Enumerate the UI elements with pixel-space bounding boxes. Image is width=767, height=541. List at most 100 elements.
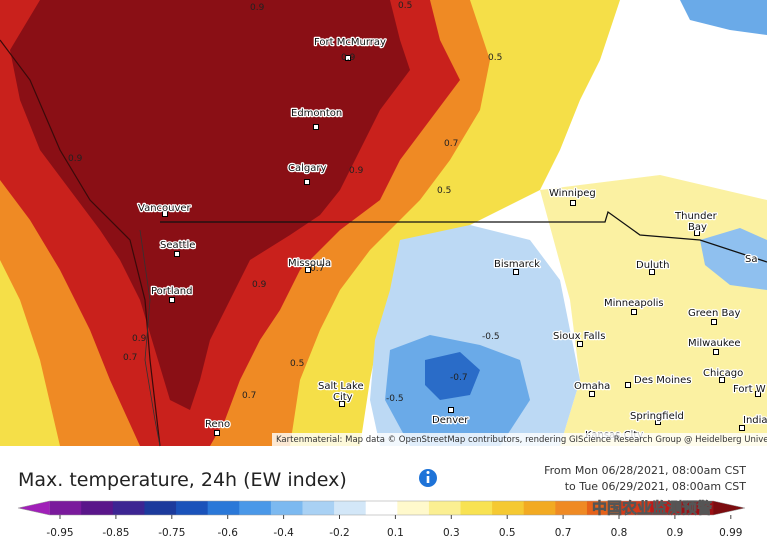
info-icon[interactable] [419,469,437,487]
contour-labels: 0.5 0.9 0.5 0.9 0.7 0.9 0.9 0.5 0.7 0.9 -0.5 0.9 0.7… [68,1,502,404]
city-marker [719,377,725,383]
legend-swatch [81,501,114,515]
legend-swatch [176,501,209,515]
contour-label: 0.7 [242,391,256,401]
border [160,210,767,263]
city-marker [713,349,719,355]
legend-swatch [650,501,683,515]
legend-swatch [681,501,714,515]
legend-swatch [207,501,240,515]
city-marker [174,251,180,257]
legend-label: -0.6 [217,527,238,539]
city-label: Salt Lake [318,381,364,392]
legend-swatch [334,501,367,515]
attribution-bg [272,433,767,446]
contour-label: 0.5 [290,359,304,369]
legend-label: 0.7 [555,527,572,539]
legend-swatch [144,501,177,515]
city-marker [339,401,345,407]
city-label: Denver [432,415,469,426]
city-marker [755,391,761,397]
city-marker [655,419,661,425]
legend-label: -0.2 [329,527,350,539]
city-label: Calgary [288,163,326,174]
region-darkred [10,0,410,410]
city-marker [631,309,637,315]
contour-label: -0.7 [450,373,468,383]
legend-label: 0.1 [387,527,404,539]
map: Fort McMurray Edmonton Calgary Vancouver Sea… [0,0,767,447]
city-marker [448,407,454,413]
city-marker [577,341,583,347]
city-marker [711,319,717,325]
title: Max. temperature, 24h (EW index) [18,469,347,491]
legend-swatch [365,501,398,515]
contour-label: 0.9 [252,280,267,290]
city-marker [513,269,519,275]
city-label: Milwaukee [688,338,741,349]
legend-label: 0.99 [719,527,742,539]
legend-arrow [713,501,745,515]
city-label: Thunder [674,211,718,222]
contour-label: 0.7 [310,264,324,274]
city-marker [649,269,655,275]
legend-label: -0.75 [158,527,185,539]
city-marker [313,124,319,130]
legend-swatch [270,501,303,515]
to-date: to Tue 06/29/2021, 08:00am CST [565,480,747,493]
city-label: Seattle [160,240,195,251]
legend-swatch [428,501,462,515]
legend-swatch [586,501,620,515]
city-label: Springfield [630,411,684,422]
city-marker [570,200,576,206]
attribution: Kartenmaterial: Map data © OpenStreetMap… [276,435,767,445]
region-blue-e [700,228,767,290]
city-label: Minneapolis [604,298,664,309]
cities: Fort McMurray Edmonton Calgary Vancouver Sea… [137,36,767,443]
city-marker [589,391,595,397]
legend-swatch [492,501,525,515]
contour-label: 0.5 [398,1,412,11]
city-marker [739,425,745,431]
region-darkblue [425,352,480,400]
city-label: Duluth [636,260,669,271]
contour-label: 0.9 [341,53,356,63]
legend-label: -0.85 [102,527,129,539]
city-label: Green Bay [688,308,740,319]
contour-label: 0.7 [444,139,458,149]
city-label: Sa [745,254,757,265]
contour-label: 0.9 [349,166,364,176]
city-marker [694,230,700,236]
legend-swatch [460,501,493,515]
legend-label: 0.8 [611,527,628,539]
city-marker [345,55,351,61]
contour-label: -0.5 [482,332,500,342]
region-blue-ne [680,0,767,35]
legend-swatch [302,501,335,515]
city-label: Portland [151,286,192,297]
legend-outline [17,500,746,516]
city-label: Fort McMurray [314,37,386,48]
city-label: Des Moines [634,375,691,386]
city-marker [214,430,220,436]
legend-label: -0.95 [46,527,73,539]
city-label: Edmonton [291,108,342,119]
legend-swatch [618,501,651,515]
contour-label: 0.5 [437,186,451,196]
city-label: Winnipeg [549,188,596,199]
legend-label: 0.9 [667,527,684,539]
legend-label: 0.3 [443,527,460,539]
city-label: Vancouver [138,203,192,214]
legend-swatch [523,501,556,515]
contour-label: 0.9 [132,334,147,344]
watermark: 中国农业监测预警 [592,499,712,517]
city-label: Bismarck [494,259,540,270]
legend-arrow [18,501,50,515]
city-label: Reno [205,419,230,430]
city-label: Chicago [703,368,743,379]
city-marker [305,267,311,273]
legend-label: -0.4 [273,527,294,539]
contour-label: 0.9 [250,3,265,13]
city-label: Bay [688,222,707,233]
